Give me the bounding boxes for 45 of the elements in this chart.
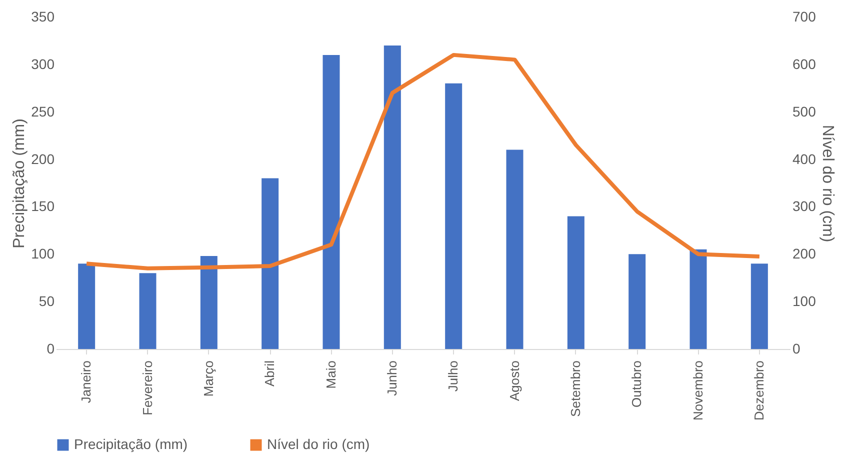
y2-tick-label: 700 xyxy=(792,8,816,24)
bar xyxy=(628,254,646,349)
x-tick-label: Fevereiro xyxy=(140,360,155,416)
x-tick-label: Dezembro xyxy=(751,360,766,420)
y2-tick-label: 200 xyxy=(792,246,816,262)
y2-tick-label: 100 xyxy=(792,293,816,310)
legend-label: Nível do rio (cm) xyxy=(267,436,370,452)
bar xyxy=(445,83,462,349)
y-tick-label: 300 xyxy=(31,56,55,72)
legend-label: Precipitação (mm) xyxy=(74,436,188,452)
x-tick-label: Janeiro xyxy=(78,360,94,404)
y-axis-title: Precipitação (mm) xyxy=(11,118,28,248)
bar xyxy=(567,216,584,349)
y-tick-label: 350 xyxy=(31,8,55,24)
y2-tick-label: 300 xyxy=(792,198,816,214)
y-tick-label: 250 xyxy=(31,103,55,120)
y2-tick-label: 0 xyxy=(792,340,800,356)
y-tick-label: 50 xyxy=(38,293,55,310)
x-tick-label: Julho xyxy=(446,360,461,392)
bar xyxy=(506,150,524,349)
bar xyxy=(384,45,401,349)
bar xyxy=(750,264,768,349)
x-tick-label: Março xyxy=(200,360,216,397)
y2-tick-label: 400 xyxy=(792,150,816,167)
y2-tick-label: 600 xyxy=(792,56,816,72)
y-tick-label: 200 xyxy=(31,150,55,167)
x-tick-label: Maio xyxy=(323,360,338,389)
bar xyxy=(200,256,218,349)
y-tick-label: 150 xyxy=(31,198,55,214)
x-tick-label: Setembro xyxy=(568,360,583,417)
y2-tick-label: 500 xyxy=(792,103,816,120)
y2-axis-title: Nível do rio (cm) xyxy=(818,124,836,242)
x-tick-label: Abril xyxy=(262,360,278,387)
line-series xyxy=(84,52,762,270)
bar xyxy=(690,249,707,349)
bar xyxy=(262,178,279,349)
bar xyxy=(322,54,340,349)
x-tick-label: Agosto xyxy=(506,360,522,401)
bar xyxy=(139,273,156,349)
y-tick-label: 100 xyxy=(31,246,55,262)
x-tick-label: Novembro xyxy=(690,360,706,420)
y-tick-label: 0 xyxy=(46,340,55,356)
x-tick-label: Outubro xyxy=(629,360,644,408)
bar xyxy=(78,264,96,349)
x-tick-label: Junho xyxy=(384,360,400,396)
